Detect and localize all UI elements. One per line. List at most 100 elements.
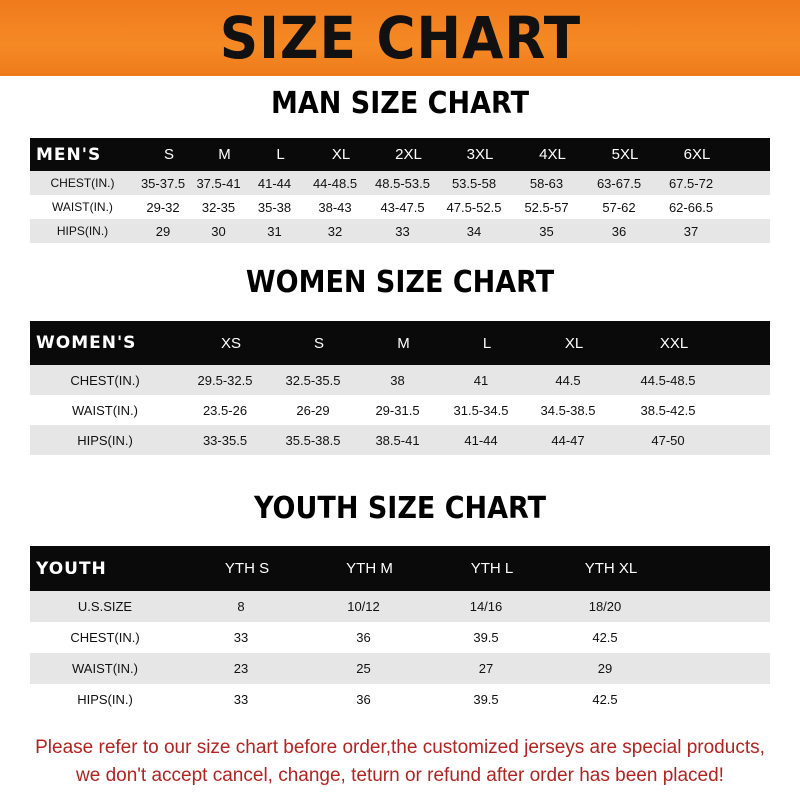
table-cell: 41-44 [257, 175, 292, 191]
table-cell: 58-63 [529, 175, 564, 191]
table-cell: 44.5 [555, 372, 581, 388]
table-cell: 36 [356, 692, 371, 707]
table-cell: 34.5-38.5 [540, 402, 596, 418]
table-cell: 38.5-42.5 [640, 402, 696, 418]
table-cell: 33 [233, 630, 249, 645]
table-row: CHEST(IN.) 35-37.5 37.5-41 41-44 44-48.5 48.5… [30, 171, 770, 195]
table-cell: 52.5-57 [524, 199, 569, 215]
table-cell: 26-29 [296, 402, 330, 418]
table-cell: 29 [597, 661, 613, 676]
table-cell: 39.5 [473, 630, 499, 645]
table-row: CHEST(IN.) 33 36 39.5 42.5 [30, 622, 770, 653]
table-cell: 44-47 [551, 432, 585, 448]
row-label: HIPS(IN.) [56, 224, 109, 238]
table-cell: 53.5-58 [451, 175, 497, 191]
table-cell: 47-50 [651, 432, 685, 448]
table-cell: 62-66.5 [668, 199, 714, 215]
table-cell: 23 [233, 661, 249, 676]
table-cell: 29 [155, 223, 171, 239]
youth-size-table: YOUTH YTH S YTH M YTH L YTH XL U.S.SIZE 8 10/12… [30, 546, 770, 715]
header-row: WOMEN'S XS S M L XL XXL [30, 321, 770, 365]
page-title: SIZE CHART [219, 4, 581, 72]
row-label: CHEST(IN.) [70, 372, 140, 388]
row-label: WAIST(IN.) [52, 200, 113, 214]
table-cell: 39.5 [473, 692, 499, 707]
table-cell: 32-35 [201, 199, 236, 215]
table-cell: 14/16 [469, 599, 503, 614]
table-cell: 37 [683, 223, 699, 239]
notice-line-2: we don't accept cancel, change, teturn o… [76, 765, 724, 786]
size-header: M [397, 334, 410, 352]
table-cell: 32 [327, 223, 343, 239]
table-cell: 29.5-32.5 [197, 372, 253, 388]
size-header: XL [331, 146, 351, 163]
table-row: U.S.SIZE 8 10/12 14/16 18/20 [30, 591, 770, 622]
row-label: U.S.SIZE [77, 599, 133, 614]
table-cell: 27 [478, 661, 494, 676]
table-cell: 63-67.5 [596, 175, 642, 191]
table-cell: 35-37.5 [140, 175, 186, 191]
size-header: L [482, 334, 492, 352]
women-heading: WOMEN SIZE CHART [245, 265, 555, 300]
size-header: XS [220, 334, 241, 352]
table-cell: 18/20 [588, 599, 622, 614]
table-row: WAIST(IN.) 29-32 32-35 35-38 38-43 43-47.5 47.… [30, 195, 770, 219]
size-header: L [276, 146, 285, 163]
table-cell: 29-31.5 [375, 402, 420, 418]
table-cell: 29-32 [146, 199, 180, 215]
men-heading: MAN SIZE CHART [271, 86, 529, 121]
size-header: 4XL [539, 146, 566, 163]
size-header: YTH S [224, 560, 270, 577]
table-cell: 47.5-52.5 [446, 199, 502, 215]
table-row: CHEST(IN.) 29.5-32.5 32.5-35.5 38 41 44.5 44.5… [30, 365, 770, 395]
table-label: MEN'S [36, 144, 102, 165]
size-header: S [313, 334, 324, 352]
table-cell: 10/12 [347, 599, 380, 614]
table-label: YOUTH [36, 558, 107, 579]
table-cell: 38.5-41 [375, 432, 420, 448]
size-header: 2XL [395, 146, 422, 163]
row-label: WAIST(IN.) [72, 402, 138, 418]
size-header: YTH L [470, 560, 514, 577]
table-cell: 67.5-72 [668, 175, 714, 191]
size-header: XXL [659, 334, 689, 352]
table-cell: 30 [211, 223, 226, 239]
table-cell: 35.5-38.5 [285, 432, 341, 448]
table-cell: 35-38 [257, 199, 292, 215]
table-cell: 37.5-41 [196, 175, 241, 191]
table-cell: 33 [233, 692, 249, 707]
table-cell: 38-43 [318, 199, 352, 215]
table-cell: 36 [356, 630, 371, 645]
size-header: M [218, 146, 231, 163]
table-cell: 33-35.5 [202, 432, 248, 448]
table-cell: 48.5-53.5 [375, 175, 430, 191]
table-cell: 42.5 [592, 630, 618, 645]
row-label: HIPS(IN.) [77, 432, 133, 448]
table-cell: 42.5 [592, 692, 618, 707]
table-cell: 8 [237, 599, 245, 614]
men-size-table: MEN'S S M L XL 2XL 3XL 4XL 5XL 6XL CHEST(IN.) 35-37… [30, 138, 770, 243]
row-label: WAIST(IN.) [72, 661, 138, 676]
women-size-table: WOMEN'S XS S M L XL XXL CHEST(IN.) 29.5-32.5 32.5… [30, 321, 770, 455]
table-row: HIPS(IN.) 33-35.5 35.5-38.5 38.5-41 41-44 44-… [30, 425, 770, 455]
table-cell: 34 [466, 223, 482, 239]
row-label: CHEST(IN.) [70, 630, 140, 645]
table-cell: 36 [611, 223, 627, 239]
order-notice: Please refer to our size chart before or… [0, 734, 800, 790]
table-cell: 43-47.5 [380, 199, 425, 215]
size-header: YTH XL [584, 560, 638, 577]
table-cell: 35 [539, 223, 554, 239]
table-row: WAIST(IN.) 23 25 27 29 [30, 653, 770, 684]
table-cell: 57-62 [602, 199, 636, 215]
header-row: YOUTH YTH S YTH M YTH L YTH XL [30, 546, 770, 591]
table-cell: 41 [473, 372, 489, 388]
table-cell: 33 [395, 223, 410, 239]
notice-line-1: Please refer to our size chart before or… [35, 737, 765, 758]
table-cell: 31.5-34.5 [453, 402, 509, 418]
size-header: 5XL [611, 146, 639, 163]
row-label: CHEST(IN.) [50, 176, 115, 190]
table-cell: 23.5-26 [202, 402, 248, 418]
table-cell: 38 [390, 372, 405, 388]
table-cell: 32.5-35.5 [285, 372, 341, 388]
size-header: S [163, 146, 174, 163]
